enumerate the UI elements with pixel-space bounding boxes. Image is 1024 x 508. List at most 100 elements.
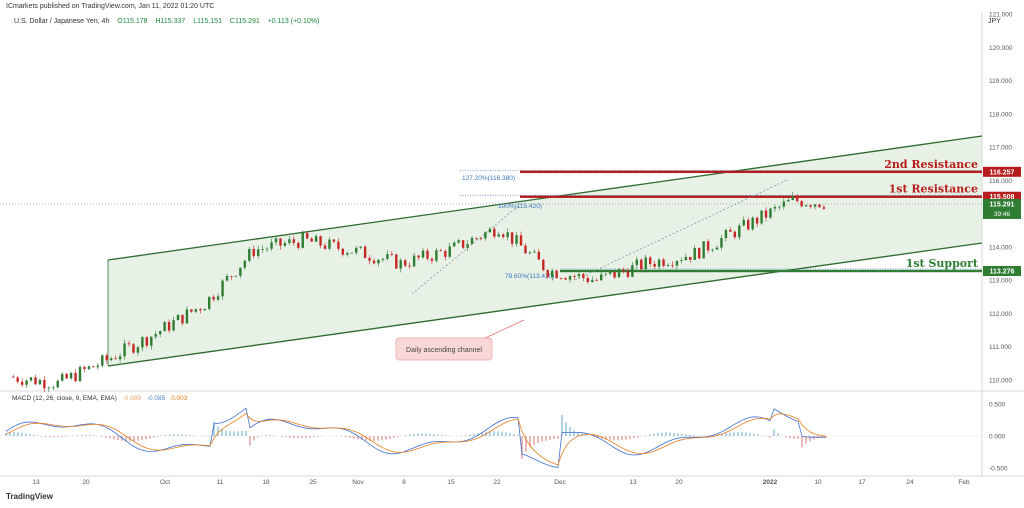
candle-body bbox=[475, 237, 478, 239]
macd-hist-bar bbox=[397, 436, 399, 437]
macd-signal-line bbox=[5, 412, 827, 466]
macd-tick-label: 0.000 bbox=[989, 434, 1006, 441]
candle-body bbox=[675, 260, 679, 266]
candle-body bbox=[568, 276, 572, 280]
macd-hist-bar bbox=[45, 436, 47, 437]
candle-body bbox=[359, 246, 362, 248]
candle-body bbox=[684, 256, 688, 261]
candle-body bbox=[230, 276, 233, 277]
macd-hist-bar bbox=[209, 436, 211, 437]
macd-hist-bar bbox=[737, 432, 739, 436]
macd-hist-bar bbox=[501, 431, 503, 436]
candle-body bbox=[92, 366, 95, 368]
candle-body bbox=[368, 258, 371, 261]
macd-hist-bar bbox=[109, 436, 111, 439]
macd-hist-bar bbox=[377, 436, 379, 441]
candle-body bbox=[502, 234, 505, 238]
level-line bbox=[560, 269, 982, 273]
fib-trendline bbox=[574, 179, 788, 281]
candle-body bbox=[671, 265, 674, 266]
candle-body bbox=[698, 248, 701, 259]
candle-body bbox=[297, 242, 300, 248]
candle-body bbox=[426, 250, 429, 259]
candle-body bbox=[809, 205, 812, 207]
macd-hist-bar bbox=[609, 436, 611, 440]
time-tick-label: 13 bbox=[32, 479, 40, 486]
time-tick-label: 20 bbox=[82, 479, 90, 486]
macd-hist-bar bbox=[173, 434, 175, 436]
candle-body bbox=[257, 249, 260, 256]
macd-hist-bar bbox=[361, 436, 363, 440]
macd-hist-bar bbox=[681, 433, 683, 436]
candle-body bbox=[123, 343, 126, 357]
macd-hist-bar bbox=[157, 436, 159, 437]
macd-hist-bar bbox=[409, 434, 411, 436]
time-tick-label: 10 bbox=[814, 479, 822, 486]
macd-hist-bar bbox=[297, 436, 299, 439]
macd-hist-bar bbox=[417, 433, 419, 436]
candle-body bbox=[804, 205, 808, 207]
candle-body bbox=[747, 219, 750, 230]
candle-body bbox=[274, 238, 278, 243]
macd-hist-bar bbox=[357, 436, 359, 440]
candle-body bbox=[626, 271, 630, 277]
candle-body bbox=[395, 254, 398, 269]
candle-body bbox=[216, 296, 220, 300]
price-tick-label: 117.000 bbox=[989, 145, 1012, 152]
candle-body bbox=[666, 265, 670, 267]
level-price-tag-text: 113.276 bbox=[990, 269, 1015, 276]
candle-body bbox=[270, 242, 273, 249]
macd-hist-bar bbox=[393, 436, 395, 438]
macd-hist-bar bbox=[785, 436, 787, 438]
macd-hist-bar bbox=[385, 436, 387, 440]
current-price-value: 115.291 bbox=[990, 201, 1015, 208]
candle-body bbox=[791, 196, 794, 200]
candle-body bbox=[435, 250, 438, 261]
candle-body bbox=[87, 366, 91, 370]
candle-body bbox=[582, 273, 585, 278]
macd-hist-bar bbox=[105, 436, 107, 438]
candle-body bbox=[332, 239, 336, 242]
candle-body bbox=[319, 236, 322, 246]
candle-body bbox=[818, 204, 821, 208]
macd-hist-bar bbox=[113, 436, 115, 440]
macd-hist-bar bbox=[53, 436, 55, 438]
macd-hist-bar bbox=[13, 432, 15, 436]
macd-hist-bar bbox=[825, 436, 827, 438]
macd-hist-bar bbox=[741, 432, 743, 436]
macd-hist-bar bbox=[793, 436, 795, 439]
macd-hist-bar bbox=[565, 422, 567, 436]
candle-body bbox=[225, 276, 229, 281]
candle-body bbox=[363, 246, 367, 259]
candle-body bbox=[346, 253, 349, 255]
macd-hist-bar bbox=[221, 429, 223, 436]
candle-body bbox=[742, 219, 745, 226]
level-line bbox=[520, 170, 982, 174]
macd-hist-bar bbox=[661, 432, 663, 436]
fib-label: 100%(115.420) bbox=[498, 203, 542, 210]
macd-hist-bar bbox=[721, 433, 723, 436]
candle-body bbox=[399, 260, 402, 269]
candle-body bbox=[314, 236, 318, 242]
candle-body bbox=[310, 238, 313, 242]
candle-body bbox=[101, 355, 104, 366]
candle-body bbox=[822, 207, 826, 209]
macd-hist-bar bbox=[809, 436, 811, 442]
tradingview-logo: TradingView bbox=[6, 492, 53, 501]
macd-hist-bar bbox=[269, 435, 271, 436]
candle-body bbox=[733, 231, 737, 238]
macd-hist-bar bbox=[749, 432, 751, 436]
candle-body bbox=[649, 257, 652, 264]
candle-body bbox=[185, 309, 189, 324]
candle-body bbox=[176, 314, 180, 321]
macd-hist-bar bbox=[345, 436, 347, 438]
candle-body bbox=[796, 196, 799, 202]
macd-hist-bar bbox=[757, 434, 759, 436]
candle-body bbox=[301, 232, 304, 248]
macd-hist-bar bbox=[549, 436, 551, 440]
macd-hist-bar bbox=[577, 432, 579, 436]
candle-body bbox=[118, 356, 122, 360]
price-tick-label: 112.000 bbox=[989, 311, 1012, 318]
candle-body bbox=[127, 343, 131, 345]
